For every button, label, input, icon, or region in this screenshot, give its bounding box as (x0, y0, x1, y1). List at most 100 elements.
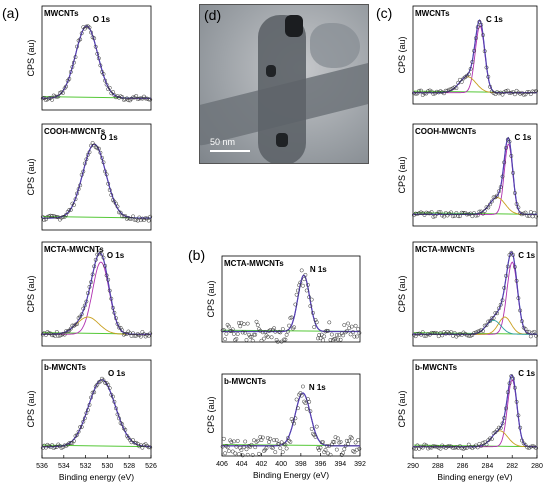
data-point (253, 445, 258, 450)
data-point (415, 443, 420, 448)
sum-envelope (413, 251, 537, 335)
data-point (143, 216, 148, 221)
data-point (221, 436, 226, 441)
data-point (356, 327, 361, 332)
data-point (278, 446, 283, 451)
data-point (424, 210, 429, 215)
data-point (268, 436, 273, 441)
data-point (103, 380, 108, 385)
data-point (332, 336, 337, 341)
data-point (356, 438, 361, 443)
sum-envelope (42, 379, 151, 448)
data-point (107, 188, 112, 192)
data-point (146, 218, 151, 223)
x-tick-label: 286 (457, 463, 469, 470)
component-peak (42, 379, 151, 448)
data-point (532, 329, 537, 334)
data-point (457, 214, 462, 219)
data-point (123, 331, 128, 336)
data-point (353, 440, 358, 445)
data-point (71, 60, 76, 65)
data-point (109, 296, 114, 301)
panel-label-d: (d) (204, 7, 222, 23)
data-point (461, 446, 466, 451)
data-point (521, 211, 526, 216)
data-point (73, 197, 78, 202)
data-point (81, 419, 86, 424)
data-point (346, 442, 351, 447)
data-point (114, 316, 118, 321)
data-point (84, 157, 89, 162)
data-point (230, 327, 235, 332)
data-point (284, 446, 289, 451)
data-point (318, 336, 323, 341)
data-point (64, 84, 69, 89)
data-point (313, 318, 318, 322)
data-point (273, 450, 278, 455)
data-point (333, 336, 338, 341)
data-point (317, 448, 322, 452)
data-point (76, 187, 81, 192)
data-point (284, 332, 289, 337)
data-point (92, 36, 97, 41)
data-point (262, 449, 266, 453)
data-point (481, 329, 485, 334)
data-point (233, 338, 238, 342)
peak-label: O 1s (93, 15, 111, 24)
data-point (81, 306, 86, 311)
data-point (243, 439, 248, 444)
peak-label: C 1s (518, 369, 535, 378)
plot-frame (41, 5, 152, 111)
data-point (47, 331, 51, 336)
data-point (264, 333, 269, 338)
data-point (114, 406, 118, 411)
x-tick-label: 532 (80, 463, 92, 470)
sum-envelope (42, 143, 151, 219)
data-point (527, 329, 531, 334)
data-point (433, 330, 438, 335)
data-point (479, 22, 484, 27)
data-point (507, 381, 512, 386)
data-point (249, 442, 254, 447)
data-point (495, 428, 500, 433)
data-point (117, 416, 122, 421)
data-point (328, 452, 333, 457)
sample-label: MCTA-MWCNTs (224, 259, 284, 268)
data-point (449, 87, 454, 92)
data-point (521, 92, 526, 97)
data-point (90, 390, 95, 395)
data-point (112, 310, 117, 315)
data-point (477, 19, 482, 24)
scale-bar-label: 50 nm (210, 137, 236, 147)
x-tick-label: 530 (102, 463, 114, 470)
data-point (433, 444, 438, 449)
data-point (85, 291, 90, 296)
data-point (131, 214, 136, 219)
data-point (223, 337, 228, 342)
data-point (110, 305, 115, 310)
data-point (235, 438, 240, 443)
data-point (263, 329, 268, 334)
data-point (489, 316, 494, 321)
data-point (110, 394, 115, 399)
data-point (530, 214, 535, 219)
x-tick-label: 288 (432, 463, 444, 470)
data-point (344, 438, 349, 443)
data-point (90, 272, 95, 277)
data-point (465, 445, 469, 450)
data-point (424, 443, 429, 448)
y-axis-label: CPS (au) (26, 390, 36, 427)
data-point (447, 443, 452, 448)
data-point (309, 297, 314, 302)
component-peak (222, 392, 360, 447)
data-point (103, 78, 108, 83)
plot-frame (41, 241, 152, 347)
data-point (319, 440, 324, 445)
data-point (75, 44, 79, 49)
data-point (488, 436, 493, 441)
data-point (282, 337, 287, 342)
data-point (75, 322, 79, 327)
dark-spot (285, 15, 303, 37)
